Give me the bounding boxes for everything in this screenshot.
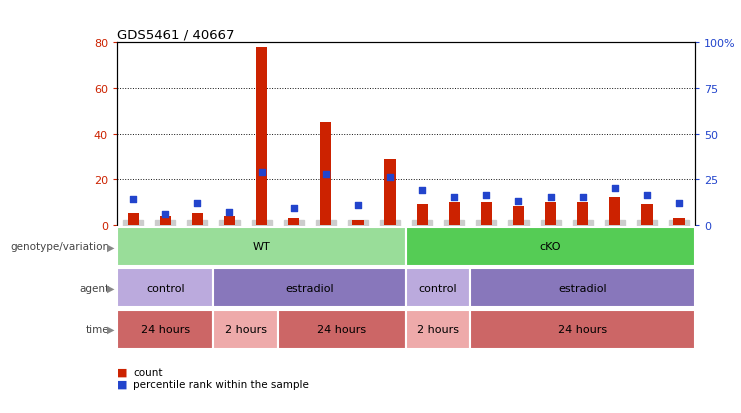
Text: ■: ■: [117, 367, 127, 377]
Bar: [224, 216, 235, 225]
Bar: [159, 216, 171, 225]
Bar: [609, 198, 620, 225]
Bar: [641, 205, 653, 225]
Point: [416, 187, 428, 194]
Text: ■: ■: [117, 379, 127, 389]
Point: [448, 195, 460, 201]
Text: ▶: ▶: [107, 283, 115, 293]
Text: WT: WT: [253, 242, 270, 252]
Bar: [545, 202, 556, 225]
Bar: [448, 202, 460, 225]
Text: estradiol: estradiol: [559, 283, 607, 293]
Point: [641, 193, 653, 199]
Bar: [385, 159, 396, 225]
Bar: [320, 123, 331, 225]
Text: control: control: [419, 283, 457, 293]
Point: [159, 211, 171, 218]
Text: 24 hours: 24 hours: [141, 324, 190, 335]
Text: time: time: [86, 324, 110, 335]
Point: [256, 169, 268, 176]
Text: cKO: cKO: [539, 242, 562, 252]
Point: [127, 196, 139, 203]
Point: [576, 195, 588, 201]
Text: GDS5461 / 40667: GDS5461 / 40667: [117, 28, 235, 41]
Text: agent: agent: [79, 283, 110, 293]
Bar: [192, 214, 203, 225]
Text: 2 hours: 2 hours: [225, 324, 267, 335]
Point: [352, 202, 364, 209]
Bar: [352, 221, 364, 225]
Text: 24 hours: 24 hours: [317, 324, 366, 335]
Point: [673, 200, 685, 206]
Bar: [674, 218, 685, 225]
Text: 24 hours: 24 hours: [558, 324, 607, 335]
Text: genotype/variation: genotype/variation: [10, 242, 110, 252]
Point: [609, 185, 621, 192]
Point: [513, 198, 525, 205]
Text: control: control: [146, 283, 185, 293]
Bar: [481, 202, 492, 225]
Bar: [127, 214, 139, 225]
Bar: [416, 205, 428, 225]
Text: ▶: ▶: [107, 242, 115, 252]
Point: [224, 209, 236, 216]
Text: 2 hours: 2 hours: [417, 324, 459, 335]
Bar: [513, 207, 524, 225]
Point: [320, 171, 332, 178]
Bar: [288, 218, 299, 225]
Point: [288, 205, 299, 212]
Point: [384, 175, 396, 181]
Text: percentile rank within the sample: percentile rank within the sample: [133, 379, 309, 389]
Point: [191, 200, 203, 206]
Bar: [256, 48, 268, 225]
Text: ▶: ▶: [107, 324, 115, 335]
Text: count: count: [133, 367, 163, 377]
Bar: [577, 202, 588, 225]
Point: [480, 193, 492, 199]
Text: estradiol: estradiol: [285, 283, 334, 293]
Point: [545, 195, 556, 201]
